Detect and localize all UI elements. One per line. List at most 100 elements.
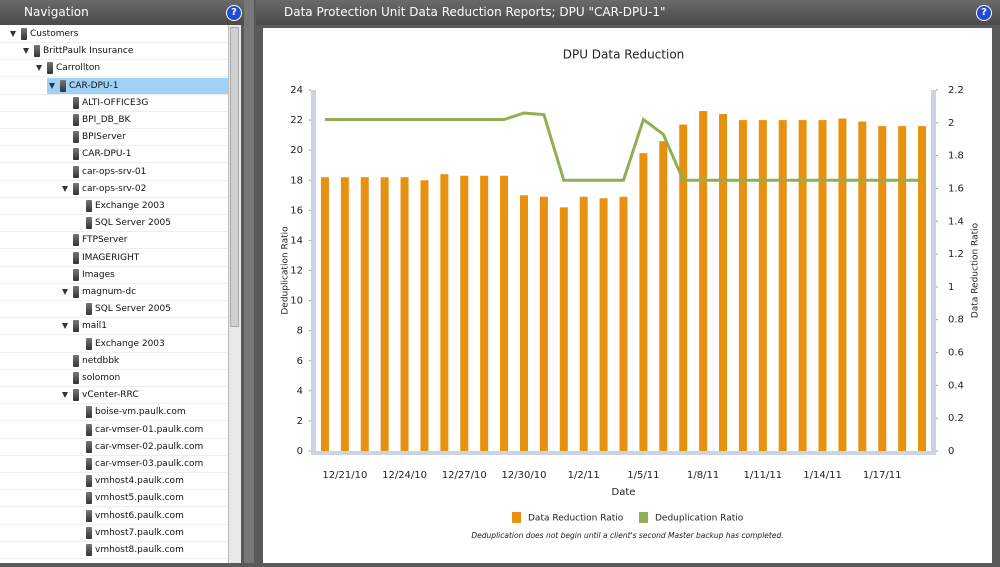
tree-row[interactable]: netdbbk bbox=[0, 353, 228, 370]
scroll-thumb[interactable] bbox=[230, 27, 239, 327]
tree-row[interactable]: car-vmser-03.paulk.com bbox=[0, 456, 228, 473]
node-icon bbox=[86, 440, 92, 453]
node-icon bbox=[73, 354, 79, 367]
bar bbox=[320, 177, 329, 451]
node-icon bbox=[47, 62, 53, 75]
tree-row[interactable]: Carrollton bbox=[0, 60, 228, 78]
tree-label: BPI_DB_BK bbox=[82, 115, 131, 125]
node-icon bbox=[86, 200, 92, 212]
tree-label: car-vmser-03.paulk.com bbox=[95, 459, 204, 469]
tree-row[interactable]: vCenter-RRC bbox=[0, 387, 228, 405]
tree-row[interactable]: solomon bbox=[0, 370, 228, 387]
tree-row[interactable]: boise-vm.paulk.com bbox=[0, 404, 228, 422]
tree-row[interactable]: CAR-DPU-1 bbox=[0, 146, 228, 164]
tree-label: Exchange 2003 bbox=[95, 201, 165, 211]
bar bbox=[360, 177, 369, 451]
tree-label: Exchange 2003 bbox=[95, 338, 165, 349]
tree-row[interactable]: BPIServer bbox=[0, 129, 228, 147]
node-icon bbox=[73, 286, 79, 298]
tree-row[interactable]: Exchange 2003 bbox=[0, 336, 228, 353]
node-icon bbox=[21, 28, 27, 40]
expand-toggle[interactable] bbox=[62, 392, 68, 399]
node-icon bbox=[73, 320, 79, 333]
y2-tick-label: 0.4 bbox=[948, 380, 964, 391]
tree-row[interactable]: car-ops-srv-02 bbox=[0, 181, 228, 198]
expand-toggle[interactable] bbox=[49, 82, 55, 89]
tree-row[interactable]: CAR-DPU-1 bbox=[0, 77, 228, 95]
node-icon bbox=[86, 509, 92, 522]
footnote: Deduplication does not begin until a cli… bbox=[471, 531, 783, 540]
tree-row[interactable]: FTPServer bbox=[0, 232, 228, 250]
node-icon bbox=[73, 96, 79, 109]
axis-band bbox=[311, 451, 936, 455]
y-tick-label: 6 bbox=[297, 356, 303, 367]
tree-label: vmhost7.paulk.com bbox=[95, 527, 184, 538]
y-tick-label: 18 bbox=[290, 175, 303, 186]
tree-row[interactable]: vmhost8.paulk.com bbox=[0, 542, 228, 559]
tree-label: vmhost6.paulk.com bbox=[95, 510, 184, 521]
node-icon bbox=[73, 131, 79, 144]
node-icon bbox=[73, 114, 79, 126]
tree-label: car-vmser-01.paulk.com bbox=[95, 424, 204, 435]
tree-row[interactable]: SQL Server 2005 bbox=[0, 301, 228, 319]
tree-row[interactable]: vmhost4.paulk.com bbox=[0, 473, 228, 491]
expand-toggle[interactable] bbox=[10, 31, 16, 37]
x-tick-label: 12/21/10 bbox=[322, 470, 367, 481]
tree-row[interactable]: BPI_DB_BK bbox=[0, 112, 228, 129]
help-button[interactable]: ? bbox=[976, 5, 992, 21]
expand-toggle[interactable] bbox=[23, 48, 29, 55]
bar bbox=[858, 121, 867, 452]
tree-row[interactable]: ALTI-OFFICE3G bbox=[0, 95, 228, 112]
y-tick-label: 10 bbox=[290, 296, 303, 307]
y-tick-label: 12 bbox=[290, 266, 303, 277]
tree-row[interactable]: mail1 bbox=[0, 318, 228, 336]
tree-label: solomon bbox=[82, 373, 121, 383]
scrollbar[interactable] bbox=[228, 25, 241, 563]
y2-tick-label: 0.2 bbox=[948, 413, 964, 424]
help-button[interactable]: ? bbox=[226, 5, 242, 21]
chart-title: DPU Data Reduction bbox=[563, 48, 685, 62]
y-tick-label: 8 bbox=[297, 326, 303, 337]
node-icon bbox=[86, 475, 92, 488]
bar bbox=[699, 111, 708, 451]
x-tick-label: 1/8/11 bbox=[687, 470, 719, 481]
y2-tick-label: 1.6 bbox=[948, 183, 964, 194]
tree-row[interactable]: magnum-dc bbox=[0, 284, 228, 301]
node-icon bbox=[34, 45, 40, 58]
y2-tick-label: 1 bbox=[948, 282, 954, 293]
y-axis-label: Deduplication Ratio bbox=[281, 226, 291, 315]
selection-highlight bbox=[47, 77, 228, 94]
tree-row[interactable]: Exchange 2003 bbox=[0, 198, 228, 215]
bar bbox=[480, 175, 489, 452]
tree-label: Images bbox=[82, 269, 115, 280]
node-icon bbox=[86, 406, 92, 419]
bar bbox=[679, 124, 688, 452]
bar bbox=[738, 120, 747, 451]
tree-row[interactable]: vmhost7.paulk.com bbox=[0, 525, 228, 542]
y2-tick-label: 2 bbox=[948, 118, 954, 129]
tree-row[interactable]: IMAGERIGHT bbox=[0, 250, 228, 267]
tree-label: car-ops-srv-02 bbox=[82, 183, 147, 194]
y2-tick-label: 2.2 bbox=[948, 85, 964, 96]
tree-label: Customers bbox=[30, 29, 79, 39]
tree-row[interactable]: car-vmser-02.paulk.com bbox=[0, 439, 228, 456]
expand-toggle[interactable] bbox=[62, 323, 68, 330]
tree-row[interactable]: BrittPaulk Insurance bbox=[0, 43, 228, 61]
node-icon bbox=[86, 217, 92, 230]
tree-row[interactable]: SQL Server 2005 bbox=[0, 215, 228, 233]
expand-toggle[interactable] bbox=[36, 65, 42, 72]
tree-row[interactable]: car-ops-srv-01 bbox=[0, 164, 228, 181]
x-tick-label: 1/14/11 bbox=[803, 470, 842, 481]
tree-row[interactable]: car-vmser-01.paulk.com bbox=[0, 422, 228, 439]
expand-toggle[interactable] bbox=[62, 289, 68, 295]
tree-row[interactable]: Customers bbox=[0, 26, 228, 43]
tree-row[interactable]: vmhost6.paulk.com bbox=[0, 508, 228, 525]
tree-row[interactable]: vmhost5.paulk.com bbox=[0, 490, 228, 508]
node-icon bbox=[73, 182, 79, 195]
tree-row[interactable]: Images bbox=[0, 267, 228, 284]
splitter[interactable] bbox=[244, 0, 254, 563]
node-icon bbox=[86, 458, 92, 470]
expand-toggle[interactable] bbox=[62, 185, 68, 192]
tree-label: mail1 bbox=[82, 321, 108, 332]
